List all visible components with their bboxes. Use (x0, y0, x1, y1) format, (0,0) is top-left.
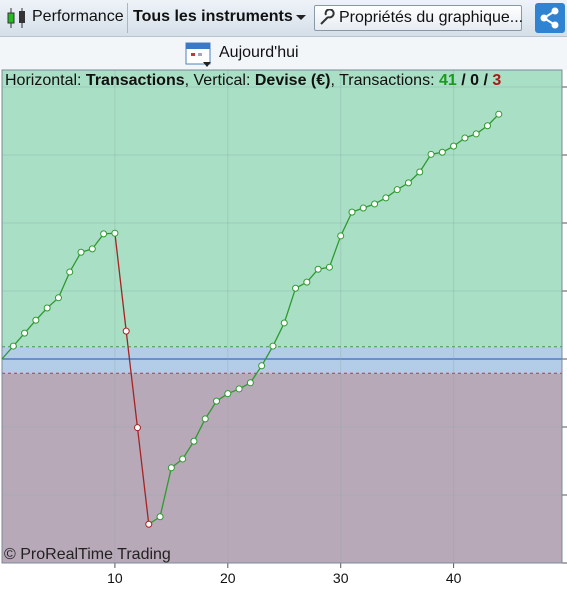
line-segment (114, 233, 127, 332)
point (122, 327, 130, 335)
line-segment (272, 322, 285, 347)
x-tick-label: 30 (333, 570, 349, 586)
point (54, 294, 62, 302)
point (145, 520, 153, 528)
point (359, 204, 367, 212)
point (88, 245, 96, 253)
point (337, 232, 345, 240)
line-segment (159, 467, 172, 517)
share-icon (540, 7, 559, 29)
info-line: Horizontal: Transactions, Vertical: Devi… (5, 72, 501, 90)
line-segment (261, 345, 274, 367)
point (404, 179, 412, 187)
line-segment (57, 271, 71, 299)
point (258, 362, 266, 370)
line-segment (69, 251, 82, 273)
info-sep: / (479, 72, 493, 89)
profit-zone (2, 70, 562, 347)
properties-label[interactable]: Propriétés du graphique... (339, 9, 524, 26)
info-value: Devise (€) (254, 72, 331, 89)
point (246, 379, 254, 387)
point (269, 342, 277, 350)
point (111, 229, 119, 237)
point (179, 455, 187, 463)
point (495, 110, 503, 118)
instrument-select[interactable]: Tous les instruments (133, 8, 293, 25)
line-segment (283, 288, 297, 324)
point (438, 148, 446, 156)
line-segment (193, 418, 206, 442)
info-label: Horizontal: (5, 72, 86, 89)
line-segment (340, 211, 353, 237)
point (483, 122, 491, 130)
losses-count: 3 (492, 72, 502, 89)
info-label: , Transactions: (330, 72, 439, 89)
neutral-zone (2, 346, 562, 374)
point (472, 130, 480, 138)
line-segment (125, 331, 139, 428)
wins-count: 41 (438, 72, 457, 89)
point (32, 316, 40, 324)
info-value: Transactions (85, 72, 185, 89)
point (393, 186, 401, 194)
performance-tab[interactable]: Performance (32, 8, 124, 25)
dropdown-arrow[interactable] (296, 15, 306, 21)
info-label: , Vertical: (184, 72, 255, 89)
point (190, 437, 198, 445)
loss-zone (2, 373, 562, 563)
point (382, 194, 390, 202)
point (427, 150, 435, 158)
point (77, 248, 85, 256)
plot-border (1, 69, 563, 564)
point (213, 397, 221, 405)
point (100, 230, 108, 238)
point (303, 278, 311, 286)
toolbar: Performance Tous les instruments Proprié… (0, 0, 567, 37)
point (156, 513, 164, 521)
line-segment (136, 427, 150, 525)
date-bar: Aujourd'hui (0, 37, 567, 70)
watermark: © ProRealTime Trading (4, 546, 171, 563)
point (280, 319, 288, 327)
point (201, 415, 209, 423)
point (167, 464, 175, 472)
calendar-icon[interactable] (185, 40, 213, 68)
properties-button[interactable]: Propriétés du graphique... (314, 5, 524, 31)
neutral-count: 0 (470, 72, 480, 89)
point (133, 424, 141, 432)
point (292, 284, 300, 292)
today-button[interactable]: Aujourd'hui (219, 44, 299, 61)
point (21, 329, 29, 337)
point (371, 200, 379, 208)
point (416, 168, 424, 176)
x-tick-label: 40 (446, 570, 462, 586)
x-tick-label: 20 (220, 570, 236, 586)
point (461, 134, 469, 142)
point (66, 268, 74, 276)
point (450, 142, 458, 150)
info-sep: / (456, 72, 471, 89)
point (224, 390, 232, 398)
point (348, 208, 356, 216)
point (43, 304, 51, 312)
candle-icon (7, 8, 25, 28)
point (235, 385, 243, 393)
point (314, 265, 322, 273)
line-segment (328, 235, 342, 268)
x-tick-label: 10 (107, 570, 123, 586)
share-button[interactable] (535, 3, 565, 33)
point (9, 342, 17, 350)
point (325, 263, 333, 271)
wrench-icon (320, 9, 335, 25)
